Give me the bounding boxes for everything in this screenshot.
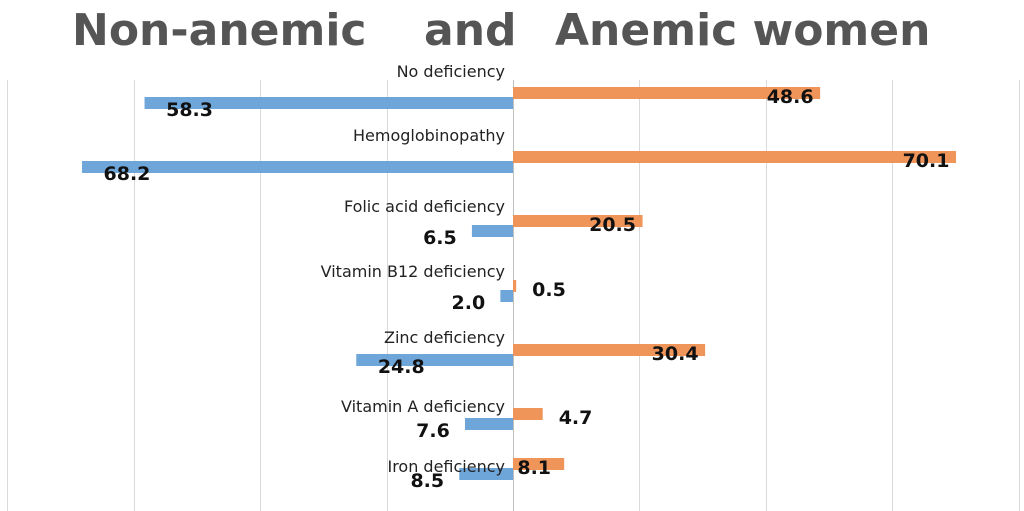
value-label-non-anemic-vitamin-b12-deficiency: 2.0 [452, 292, 486, 314]
bar-layer [81, 87, 957, 480]
bar-anemic-vitamin-b12-deficiency [513, 280, 517, 292]
value-label-non-anemic-iron-deficiency: 8.5 [410, 470, 444, 492]
value-label-anemic-no-deficiency: 48.6 [767, 86, 814, 108]
value-label-non-anemic-hemoglobinopathy: 68.2 [104, 163, 151, 185]
value-label-anemic-hemoglobinopathy: 70.1 [903, 150, 950, 172]
chart-title: Non-anemic and Anemic women [0, 0, 1024, 62]
category-label-iron-deficiency: Iron deficiency [387, 457, 505, 476]
grid-layer [7, 80, 1020, 511]
value-label-non-anemic-no-deficiency: 58.3 [166, 99, 213, 121]
bar-non-anemic-folic-acid-deficiency [471, 225, 513, 237]
bar-anemic-iron-deficiency [513, 458, 565, 470]
value-label-anemic-folic-acid-deficiency: 20.5 [589, 214, 636, 236]
bar-anemic-zinc-deficiency [513, 344, 706, 356]
category-label-no-deficiency: No deficiency [397, 62, 505, 81]
title-part-and: and [424, 5, 517, 56]
value-label-anemic-zinc-deficiency: 30.4 [652, 343, 699, 365]
bar-anemic-folic-acid-deficiency [513, 215, 643, 227]
category-label-folic-acid-deficiency: Folic acid deficiency [344, 197, 505, 216]
value-label-anemic-vitamin-a-deficiency: 4.7 [559, 407, 593, 429]
category-label-zinc-deficiency: Zinc deficiency [384, 328, 505, 347]
bar-anemic-hemoglobinopathy [513, 151, 957, 163]
bar-anemic-no-deficiency [513, 87, 821, 99]
bar-non-anemic-iron-deficiency [459, 468, 513, 480]
bar-non-anemic-no-deficiency [144, 97, 513, 109]
category-label-vitamin-a-deficiency: Vitamin A deficiency [341, 397, 505, 416]
value-label-anemic-iron-deficiency: 8.1 [517, 457, 551, 479]
bar-non-anemic-vitamin-b12-deficiency [500, 290, 513, 302]
label-layer: No deficiency 48.6 58.3 Hemoglobinopathy 70.… [104, 62, 950, 492]
category-label-vitamin-b12-deficiency: Vitamin B12 deficiency [321, 262, 505, 281]
value-label-anemic-vitamin-b12-deficiency: 0.5 [532, 279, 566, 301]
category-label-hemoglobinopathy: Hemoglobinopathy [353, 126, 505, 145]
bar-anemic-vitamin-a-deficiency [513, 408, 543, 420]
bar-non-anemic-vitamin-a-deficiency [464, 418, 513, 430]
title-part-anemic-women: Anemic women [555, 5, 931, 56]
title-part-non-anemic: Non-anemic [72, 5, 367, 56]
value-label-non-anemic-folic-acid-deficiency: 6.5 [423, 227, 457, 249]
bar-non-anemic-hemoglobinopathy [81, 161, 513, 173]
bar-non-anemic-zinc-deficiency [356, 354, 513, 366]
value-label-non-anemic-zinc-deficiency: 24.8 [378, 356, 425, 378]
value-label-non-anemic-vitamin-a-deficiency: 7.6 [416, 420, 450, 442]
